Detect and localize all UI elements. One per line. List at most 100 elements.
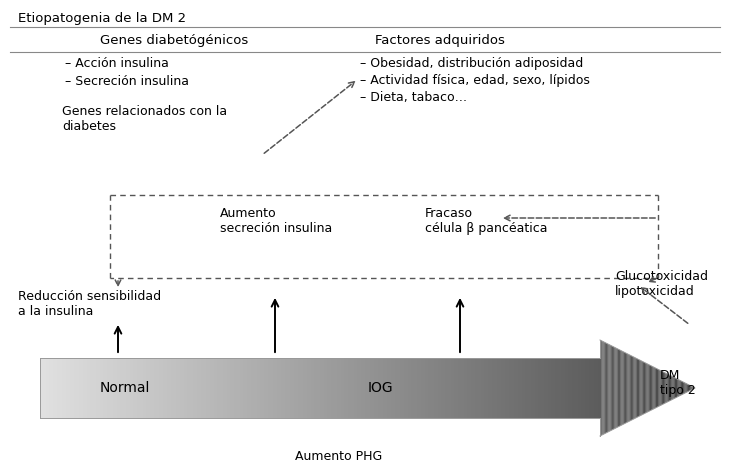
Polygon shape [612,346,613,430]
Text: Genes diabetógénicos: Genes diabetógénicos [100,34,248,47]
Bar [253,358,255,418]
Bar [40,358,42,418]
Bar [357,358,359,418]
Bar [215,358,218,418]
Bar [188,358,189,418]
Polygon shape [675,378,676,398]
Polygon shape [676,378,677,397]
Bar [328,358,329,418]
Bar [365,358,366,418]
Bar [113,358,115,418]
Bar [294,358,296,418]
Bar [242,358,244,418]
Bar [580,358,581,418]
Bar [64,358,66,418]
Text: Genes relacionados con la
diabetes: Genes relacionados con la diabetes [62,105,227,133]
Polygon shape [657,369,658,407]
Bar [147,358,148,418]
Bar [490,358,492,418]
Text: Fracaso
célula β pancéatica: Fracaso célula β pancéatica [425,207,548,235]
Polygon shape [607,343,608,432]
Bar [596,358,598,418]
Bar [594,358,596,418]
Bar [75,358,77,418]
Bar [320,358,322,418]
Text: – Secreción insulina: – Secreción insulina [65,75,189,88]
Bar [47,358,50,418]
Bar [109,358,111,418]
Bar [81,358,83,418]
Bar [486,358,488,418]
Bar [238,358,239,418]
Polygon shape [614,347,615,429]
Bar [159,358,161,418]
Bar [53,358,55,418]
Bar [142,358,145,418]
Text: IOG: IOG [368,381,393,395]
Bar [442,358,443,418]
Bar [561,358,563,418]
Bar [210,358,212,418]
Bar [85,358,87,418]
Polygon shape [680,380,681,396]
Text: – Obesidad, distribución adiposidad: – Obesidad, distribución adiposidad [360,57,583,70]
Polygon shape [626,353,627,423]
Bar [182,358,184,418]
Polygon shape [685,383,687,393]
Polygon shape [636,358,637,418]
Polygon shape [669,375,670,401]
Bar [137,358,139,418]
Bar [247,358,249,418]
Bar [199,358,201,418]
Bar [301,358,303,418]
Bar [208,358,210,418]
Text: Normal: Normal [100,381,150,395]
Bar [396,358,399,418]
Bar [527,358,529,418]
Bar [514,358,516,418]
Bar [425,358,426,418]
Bar [130,358,131,418]
Bar [227,358,228,418]
Bar [74,358,75,418]
Bar [576,358,577,418]
Bar [533,358,534,418]
Bar [339,358,340,418]
Bar [408,358,410,418]
Bar [449,358,450,418]
Bar [531,358,533,418]
Bar [496,358,497,418]
Bar [346,358,348,418]
Bar [499,358,501,418]
Polygon shape [604,343,606,433]
Text: Aumento
secreción insulina: Aumento secreción insulina [220,207,332,235]
Bar [466,358,467,418]
Polygon shape [611,345,612,431]
Bar [372,358,374,418]
Bar [100,358,101,418]
Polygon shape [682,381,683,395]
Polygon shape [629,355,630,422]
Bar [96,358,98,418]
Bar [285,358,286,418]
Bar [467,358,469,418]
Polygon shape [688,384,689,391]
Bar [117,358,118,418]
Bar [141,358,142,418]
Bar [471,358,473,418]
Bar [62,358,64,418]
Bar [563,358,564,418]
Polygon shape [646,363,648,412]
Bar [303,358,305,418]
Bar [430,358,432,418]
Bar [497,358,499,418]
Bar [383,358,385,418]
Polygon shape [691,386,693,390]
Bar [493,358,496,418]
Bar [279,358,281,418]
Bar [269,358,272,418]
Bar [115,358,117,418]
Bar [225,358,227,418]
Bar [255,358,256,418]
Bar [395,358,396,418]
